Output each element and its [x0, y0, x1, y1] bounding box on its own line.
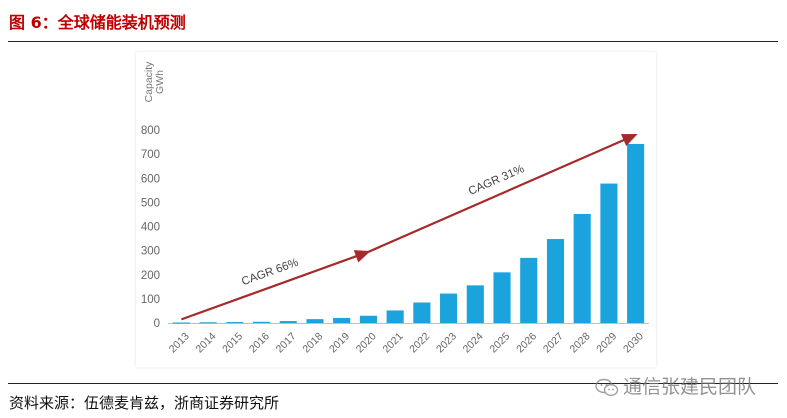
bottom-divider	[8, 383, 778, 384]
bar-2019	[333, 317, 351, 323]
bar-2014	[199, 322, 217, 324]
bar-2020	[359, 315, 377, 323]
x-tick-label: 2030	[621, 330, 646, 355]
bar-2026	[520, 257, 538, 323]
y-tick-label: 0	[154, 318, 160, 330]
y-tick-label: 300	[141, 246, 160, 258]
y-tick-label: 600	[141, 173, 160, 185]
x-tick-label: 2022	[407, 330, 432, 355]
cagr-label-66: CAGR 66%	[240, 257, 300, 288]
x-tick-label: 2015	[220, 330, 245, 355]
top-divider	[8, 41, 778, 42]
bar-2023	[440, 293, 458, 323]
bar-2027	[546, 239, 565, 323]
wechat-icon	[595, 378, 619, 396]
bar-2016	[252, 321, 271, 323]
bar-chart: CapacityGWh 0 100 200 300 400 500 600 700 800 2013…	[141, 61, 649, 355]
bar-2028	[573, 213, 591, 323]
x-tick-label: 2028	[568, 330, 593, 355]
watermark: 通信张建民团队	[595, 372, 756, 399]
x-tick-label: 2018	[300, 330, 325, 355]
bar-2015	[226, 322, 244, 324]
bar-2021	[386, 310, 404, 323]
y-tick-label: 200	[141, 270, 160, 282]
bar-2017	[279, 321, 297, 323]
x-tick-label: 2014	[193, 330, 218, 355]
x-tick-label: 2024	[461, 330, 486, 355]
x-tick-label: 2023	[434, 330, 459, 355]
y-tick-label: 100	[141, 294, 160, 306]
y-tick-label: 800	[141, 125, 160, 137]
x-tick-label: 2027	[541, 330, 566, 355]
y-axis-label: CapacityGWh	[143, 61, 166, 103]
x-tick-label: 2026	[514, 330, 539, 355]
y-tick-label: 700	[141, 149, 160, 161]
bar-2029	[600, 183, 618, 323]
trend-arrow-2020-2030	[367, 133, 638, 253]
bar-2030	[627, 143, 645, 323]
y-tick-label: 500	[141, 197, 160, 209]
figure-title: 图 6：全球储能装机预测	[9, 13, 186, 32]
x-tick-label: 2017	[274, 330, 299, 355]
y-axis-label-line: Capacity	[143, 61, 155, 103]
x-tick-label: 2020	[354, 330, 379, 355]
x-tick-label: 2025	[487, 330, 512, 355]
x-tick-label: 2029	[594, 330, 619, 355]
watermark-text: 通信张建民团队	[623, 376, 757, 398]
y-tick-label: 400	[141, 222, 160, 234]
bar-2018	[306, 319, 324, 323]
x-tick-label: 2013	[167, 330, 192, 355]
chart-panel: CapacityGWh 0 100 200 300 400 500 600 700 800 2013…	[136, 52, 656, 367]
bar-2024	[466, 285, 484, 323]
trend-arrow-2013-2020	[180, 250, 371, 321]
bar-2025	[493, 272, 511, 323]
x-tick-label: 2021	[381, 330, 406, 355]
bar-2022	[413, 302, 431, 323]
source-note: 资料来源：伍德麦肯兹，浙商证券研究所	[9, 394, 280, 412]
y-axis-label-line: GWh	[154, 70, 166, 94]
x-tick-label: 2016	[247, 330, 272, 355]
cagr-label-31: CAGR 31%	[467, 163, 526, 198]
x-tick-label: 2019	[327, 330, 352, 355]
bar-2013	[172, 322, 190, 324]
